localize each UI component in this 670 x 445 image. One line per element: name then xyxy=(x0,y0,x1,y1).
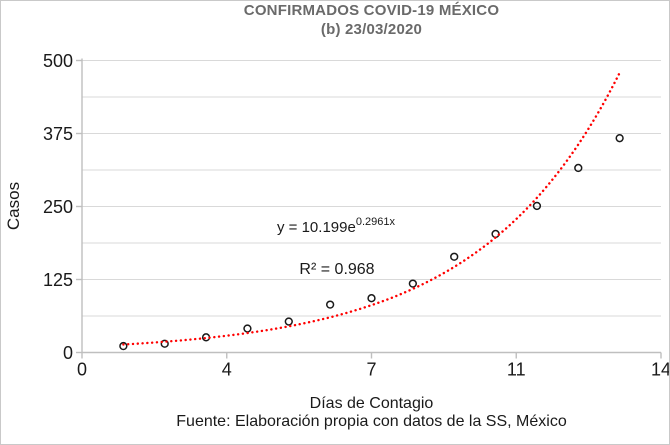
data-point-marker xyxy=(615,134,624,143)
data-point-marker xyxy=(119,341,128,351)
data-point-marker xyxy=(325,300,335,309)
chart-title: CONFIRMADOS COVID-19 MÉXICO (b) 23/03/20… xyxy=(72,1,669,39)
x-tick-label: 7 xyxy=(366,360,376,380)
y-tick-label: 125 xyxy=(43,270,73,290)
source-footer: Fuente: Elaboración propia con datos de … xyxy=(176,413,567,430)
trendline-curve xyxy=(122,71,621,346)
y-axis-title: Casos xyxy=(4,181,23,231)
r-squared-label: R² = 0.968 xyxy=(299,261,375,278)
y-tick-label: 500 xyxy=(43,51,73,71)
y-tick-label: 0 xyxy=(63,343,73,363)
data-point-marker xyxy=(450,252,459,261)
y-tick-label: 375 xyxy=(43,124,73,144)
trendline-equation-base: y = 10.199e xyxy=(277,219,356,236)
data-point-marker xyxy=(574,163,583,173)
x-tick-label: 11 xyxy=(507,360,526,380)
x-tick-label: 14 xyxy=(651,360,670,380)
data-point-marker xyxy=(408,279,418,288)
data-point-marker xyxy=(367,294,376,303)
y-tick-label: 250 xyxy=(43,197,73,217)
x-tick-label: 0 xyxy=(77,360,87,380)
trendline-equation: y = 10.199e0.2961x xyxy=(1,216,669,236)
data-point-marker xyxy=(160,339,169,348)
data-point-marker xyxy=(243,324,252,333)
data-point-marker xyxy=(532,201,542,211)
data-point-marker xyxy=(284,317,293,326)
chart-title-line1: CONFIRMADOS COVID-19 MÉXICO xyxy=(243,2,500,19)
x-tick-label: 4 xyxy=(222,360,232,380)
trendline-equation-exponent: 0.2961x xyxy=(355,216,395,228)
chart-title-line2: (b) 23/03/2020 xyxy=(320,21,423,38)
x-axis-title: Días de Contagio xyxy=(309,395,434,412)
